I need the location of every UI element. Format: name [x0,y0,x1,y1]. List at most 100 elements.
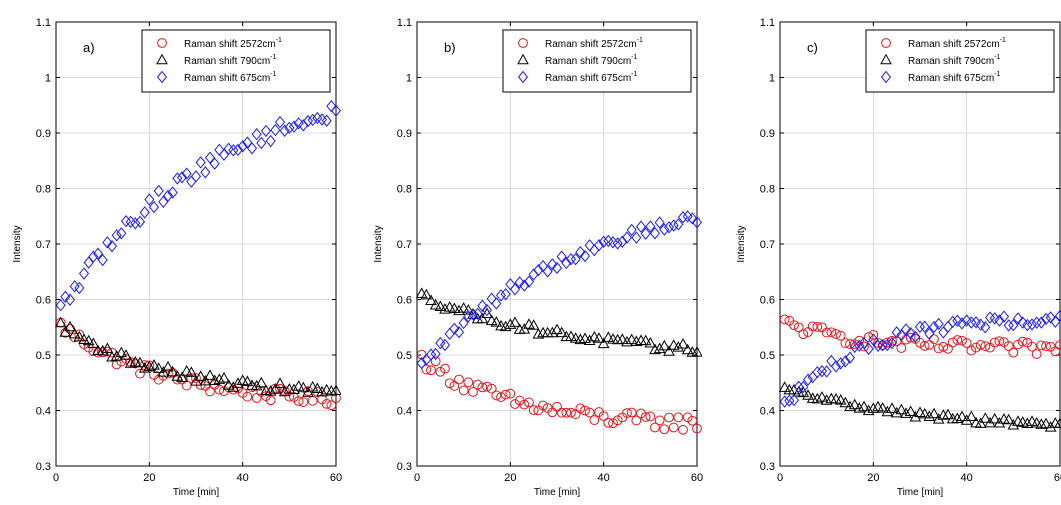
data-point [209,157,220,170]
data-point [172,172,183,185]
data-point [88,250,99,263]
data-point [241,375,254,387]
data-point [555,326,568,338]
data-point [938,341,949,352]
x-tick-label: 40 [961,472,973,484]
data-point [784,394,795,407]
data-point [1031,349,1042,359]
data-point [574,333,587,345]
data-point [106,239,118,253]
data-point [988,412,1001,424]
data-point [279,124,290,137]
data-point [74,281,85,295]
data-point [993,416,1006,428]
data-point [942,408,954,420]
data-point [1012,312,1024,325]
data-point [575,403,586,414]
data-point [654,216,665,229]
x-tick-label: 60 [330,472,342,484]
data-point [242,391,253,402]
data-point [918,407,931,419]
data-point [467,308,479,321]
y-tick-label: 1.1 [397,17,412,29]
y-tick-label: 0.7 [760,239,775,251]
data-point [509,316,521,327]
data-point [687,415,698,426]
data-point [185,366,198,377]
data-point [499,320,512,332]
data-point [612,415,623,426]
data-point [88,346,99,357]
data-point [872,339,884,352]
data-point [176,171,188,184]
data-point [956,317,968,330]
data-point [514,276,525,289]
data-point [463,310,474,323]
y-tick-label: 1.1 [760,17,775,29]
data-point [816,391,828,402]
series-circle [779,314,1061,359]
data-point [830,360,842,373]
data-point [167,367,178,378]
data-point [672,341,685,352]
y-tick-label: 0.5 [760,350,775,362]
legend: Raman shift 2572cm-1 Raman shift 790cm-1 R… [502,29,692,93]
data-point [297,381,310,393]
data-point [947,337,958,348]
data-point [1045,311,1056,324]
data-point [274,377,286,388]
x-axis-label: Time [min] [897,487,944,498]
data-point [994,314,1005,327]
data-point [965,410,978,422]
data-point [873,338,883,348]
data-point [580,405,590,416]
data-point [678,424,688,435]
data-point [859,341,869,352]
x-tick-label: 20 [143,472,155,484]
data-point [157,366,170,377]
data-point [96,344,109,356]
data-point [556,250,567,263]
data-point [951,412,964,423]
data-point [1017,336,1028,347]
data-point [650,422,660,433]
data-point [542,265,553,278]
data-point [101,342,114,353]
data-point [73,330,86,342]
data-point [468,386,478,397]
data-point [654,415,665,426]
data-point [115,346,128,358]
legend-entry: Raman shift 675cm-1 [184,71,276,84]
data-point [490,316,503,327]
data-point [886,402,898,413]
y-tick-label: 1 [45,73,51,85]
legend-entry: Raman shift 790cm-1 [184,54,276,67]
data-point [1050,315,1061,328]
data-point [59,326,72,337]
data-point [454,374,464,385]
data-point [896,343,907,353]
data-point [867,402,880,413]
data-point [425,348,437,361]
legend-entry: Raman shift 675cm-1 [545,71,637,84]
data-point [876,402,889,413]
data-point [134,215,146,229]
data-point [505,388,516,399]
data-point [640,227,651,240]
data-point [616,333,629,344]
data-point [519,399,530,410]
data-point [691,216,702,229]
y-tick-label: 0.6 [397,295,412,307]
data-point [430,356,441,367]
data-point [1036,316,1047,329]
data-point [659,223,670,236]
data-point [246,142,258,155]
data-point [191,373,201,383]
data-point [891,326,902,339]
data-point [1035,418,1048,429]
data-point [779,395,790,408]
x-tick-label: 60 [691,472,703,484]
data-point [626,407,637,418]
data-point [453,326,465,339]
data-point [509,283,521,296]
